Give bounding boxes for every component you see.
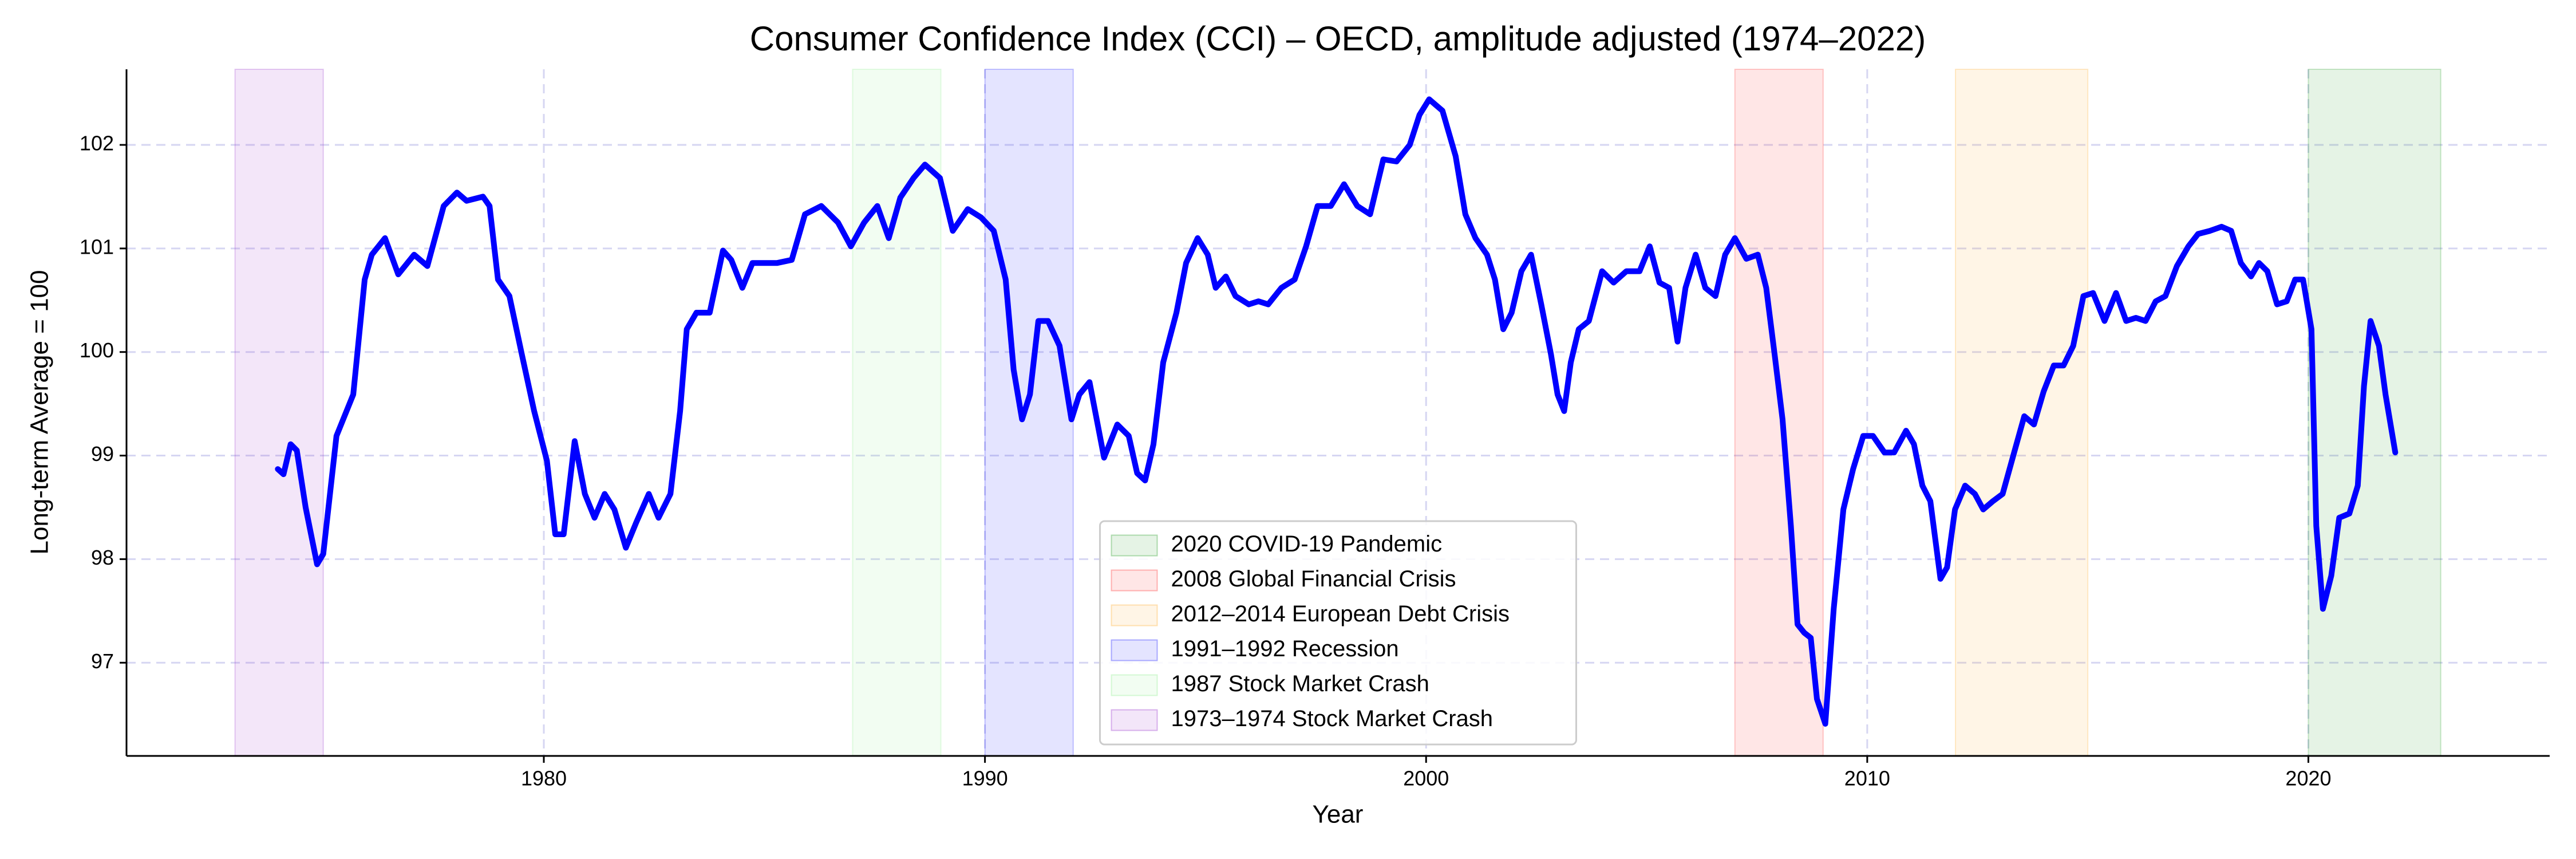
legend-label: 2012–2014 European Debt Crisis <box>1171 601 1510 626</box>
legend-swatch <box>1111 604 1158 626</box>
event-span <box>234 69 324 756</box>
legend-box <box>1099 520 1577 746</box>
x-tick-label: 1990 <box>962 767 1008 790</box>
y-tick-label: 101 <box>80 235 114 258</box>
legend-swatch <box>1111 639 1158 661</box>
legend-label: 1991–1992 Recession <box>1171 636 1399 661</box>
y-tick-label: 98 <box>91 546 114 569</box>
y-tick-label: 102 <box>80 132 114 155</box>
legend-label: 1973–1974 Stock Market Crash <box>1171 706 1494 731</box>
x-tick-label: 2010 <box>1844 767 1890 790</box>
x-axis-label: Year <box>1313 801 1364 829</box>
legend: 2020 COVID-19 Pandemic 2008 Global Financ… <box>1099 520 1577 746</box>
legend-label: 1987 Stock Market Crash <box>1171 671 1429 696</box>
x-tick-label: 2020 <box>2285 767 2331 790</box>
event-span <box>852 69 942 756</box>
y-tick-label: 97 <box>91 649 114 673</box>
y-axis-label: Long-term Average = 100 <box>26 270 54 555</box>
event-span <box>2308 69 2441 756</box>
event-span <box>1954 69 2089 756</box>
legend-swatch <box>1111 569 1158 592</box>
legend-swatch <box>1111 674 1158 696</box>
event-span <box>984 69 1074 756</box>
data-line <box>275 96 2399 727</box>
y-tick-label: 100 <box>80 338 114 362</box>
legend-swatch <box>1111 709 1158 731</box>
legend-swatch <box>1111 534 1158 557</box>
x-tick-label: 1980 <box>521 767 567 790</box>
legend-label: 2020 COVID-19 Pandemic <box>1171 531 1443 557</box>
chart-title: Consumer Confidence Index (CCI) – OECD, … <box>750 19 1926 58</box>
y-tick-label: 99 <box>91 442 114 466</box>
legend-label: 2008 Global Financial Crisis <box>1171 566 1456 592</box>
x-tick-label: 2000 <box>1403 767 1449 790</box>
